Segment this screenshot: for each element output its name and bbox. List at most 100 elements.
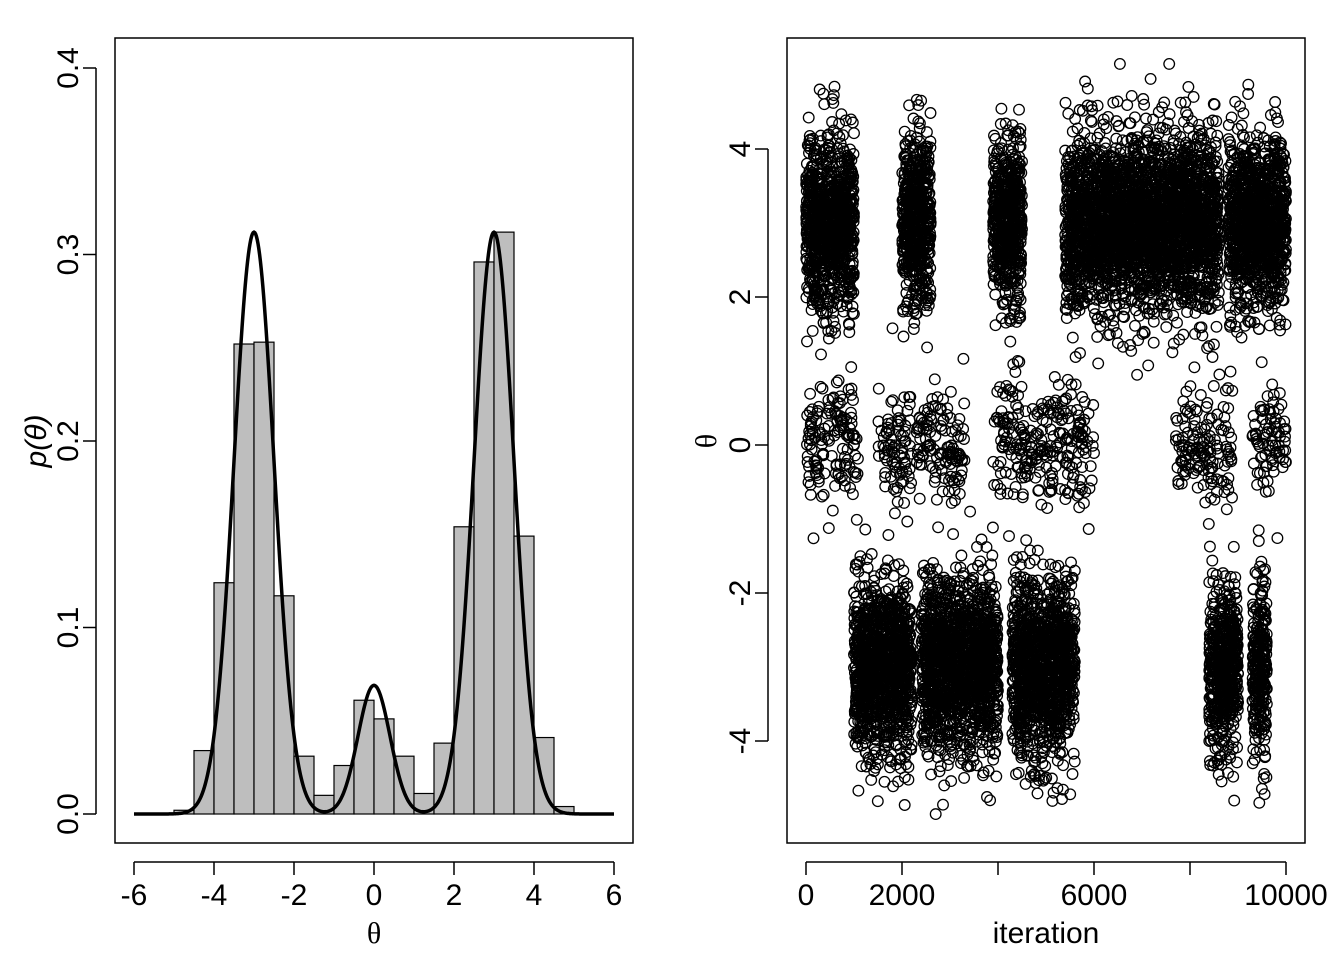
trace-point <box>812 218 825 231</box>
trace-point <box>837 129 849 142</box>
trace-point <box>888 507 901 520</box>
trace-point <box>828 178 841 191</box>
trace-point <box>835 470 848 483</box>
trace-point <box>826 266 839 279</box>
trace-point <box>817 87 830 100</box>
trace-point <box>815 348 827 361</box>
trace-point <box>835 221 848 234</box>
trace-point <box>813 83 826 96</box>
trace-point <box>947 528 960 541</box>
trace-point <box>841 232 853 245</box>
histogram-bar <box>353 699 375 815</box>
trace-point <box>989 288 1002 301</box>
trace-point <box>815 490 828 503</box>
trace-point <box>884 761 896 774</box>
trace-point <box>816 264 828 276</box>
trace-point <box>929 808 942 821</box>
trace-point <box>843 318 856 331</box>
trace-point <box>822 193 835 206</box>
trace-point <box>811 405 824 417</box>
trace-point <box>807 532 820 545</box>
trace-point <box>826 504 839 517</box>
trace-point <box>805 415 818 428</box>
trace-point <box>989 319 1002 332</box>
trace-point <box>859 523 872 536</box>
trace-point <box>820 225 833 238</box>
trace-point <box>826 233 839 246</box>
trace-point <box>804 137 817 150</box>
trace-point <box>816 250 829 262</box>
trace-point <box>809 266 822 279</box>
trace-point <box>958 771 971 784</box>
trace-point <box>847 429 860 442</box>
trace-point <box>832 197 845 209</box>
trace-point <box>827 245 840 258</box>
trace-point <box>802 282 815 295</box>
trace-point <box>825 407 838 420</box>
trace-point <box>826 207 839 220</box>
trace-point <box>821 407 833 420</box>
histogram-bar <box>273 595 295 815</box>
trace-point <box>829 479 842 492</box>
trace-point <box>843 280 856 293</box>
trace-point <box>822 522 835 535</box>
trace-point <box>839 114 852 127</box>
histogram-bar <box>513 535 535 815</box>
trace-point <box>849 471 862 483</box>
trace-point <box>882 529 895 541</box>
trace-point <box>802 111 815 124</box>
trace-point <box>901 515 914 528</box>
trace-point <box>851 452 864 465</box>
trace-point <box>838 459 851 472</box>
trace-point <box>955 549 968 562</box>
trace-point <box>839 266 852 279</box>
trace-point <box>832 256 845 269</box>
trace-point <box>847 465 860 478</box>
trace-point <box>928 373 941 386</box>
trace-point <box>827 315 840 327</box>
left-y-axis: 0.00.10.20.30.4 <box>52 47 97 835</box>
trace-point <box>921 341 934 354</box>
trace-point <box>844 285 857 298</box>
trace-point <box>804 387 817 400</box>
trace-point <box>808 207 821 220</box>
trace-point <box>932 521 945 534</box>
left-x-tick-label: 2 <box>446 879 463 912</box>
trace-point <box>937 798 949 811</box>
trace-point <box>843 245 856 258</box>
trace-point <box>865 773 878 786</box>
trace-point <box>831 297 844 310</box>
trace-point <box>835 108 848 121</box>
histogram-bar <box>473 261 495 815</box>
trace-point <box>964 505 977 518</box>
trace-point <box>826 93 839 106</box>
trace-point <box>808 239 821 252</box>
trace-point <box>826 392 839 405</box>
trace-point <box>846 488 859 501</box>
trace-point <box>941 759 954 772</box>
trace-point <box>821 129 834 142</box>
trace-point <box>805 161 818 174</box>
trace-point <box>840 457 853 470</box>
trace-point <box>1009 366 1022 378</box>
trace-point <box>832 150 845 163</box>
trace-point <box>814 304 827 317</box>
trace-point <box>814 152 827 165</box>
trace-point <box>844 143 856 156</box>
trace-point <box>812 201 825 214</box>
trace-point <box>848 127 860 140</box>
trace-point <box>806 422 819 435</box>
trace-point <box>805 235 818 248</box>
histogram-panel: -6 -4 -2 0 2 4 6 0.00.10.20.30.4 θ p(θ) <box>20 37 634 950</box>
histogram-bars <box>173 231 575 815</box>
trace-point <box>814 380 827 393</box>
trace-point <box>849 449 862 462</box>
trace-point <box>878 775 891 788</box>
density-curve-line <box>134 230 614 816</box>
trace-point <box>995 102 1008 115</box>
trace-point <box>924 107 937 119</box>
trace-point <box>802 476 815 489</box>
trace-point <box>818 467 831 480</box>
trace-point <box>806 298 819 311</box>
trace-point <box>835 156 848 169</box>
